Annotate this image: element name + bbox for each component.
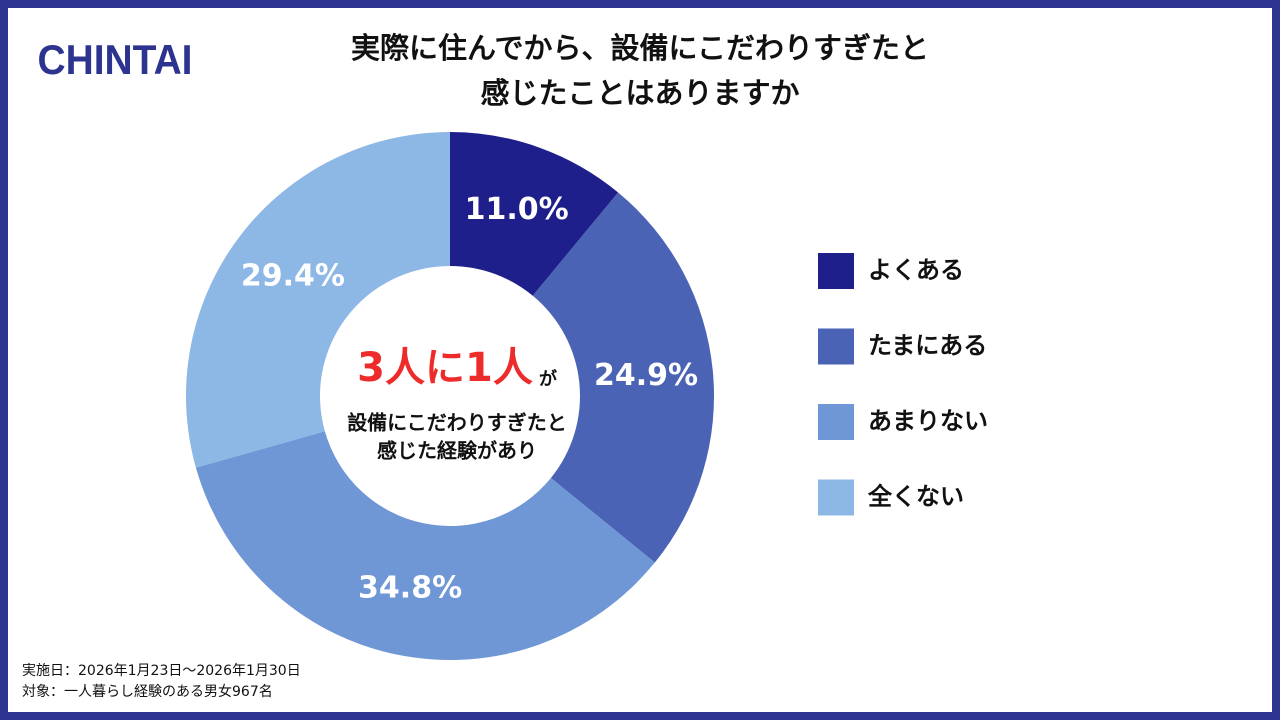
pie-slice xyxy=(450,132,619,296)
center-line: 感じた経験があり xyxy=(377,439,537,463)
legend-label: たまにある xyxy=(868,332,987,360)
chart-title: 感じたことはありますか xyxy=(480,76,799,110)
legend-label: あまりない xyxy=(868,407,988,435)
value-label: 34.8% xyxy=(358,570,462,605)
value-label: 29.4% xyxy=(241,259,345,294)
center-line: 設備にこだわりすぎたと xyxy=(347,411,567,435)
pie-slice xyxy=(185,132,450,468)
chart-title: 実際に住んでから、設備にこだわりすぎたと xyxy=(351,31,929,65)
legend-swatch xyxy=(818,328,854,365)
note: 対象：一人暮らし経験のある男女967名 xyxy=(22,683,273,700)
pie-slice xyxy=(195,431,655,660)
value-label: 11.0% xyxy=(465,192,569,227)
legend-swatch xyxy=(818,253,854,289)
legend-label: よくある xyxy=(868,256,964,284)
center-suffix: が xyxy=(539,368,557,390)
legend-swatch xyxy=(818,404,854,440)
pie-slice xyxy=(532,192,715,563)
center-highlight: 3人に1人 xyxy=(357,345,533,391)
note: 実施日：2026年1月23日〜2026年1月30日 xyxy=(22,663,301,679)
legend-swatch xyxy=(818,479,854,516)
legend-label: 全くない xyxy=(867,483,964,511)
logo: CHINTAI xyxy=(38,36,193,83)
value-label: 24.9% xyxy=(594,358,698,393)
